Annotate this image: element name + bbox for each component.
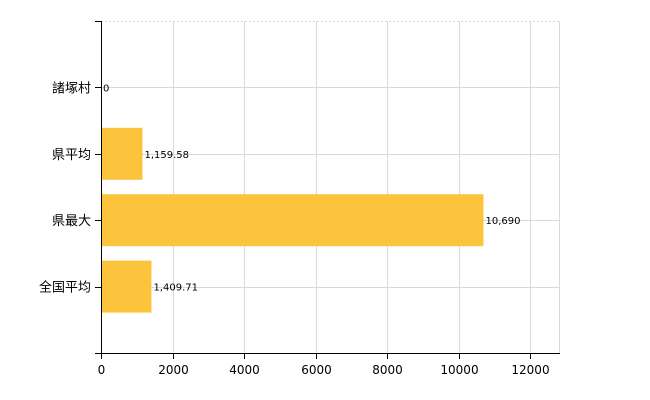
x-tick-label-10000: 10000: [440, 363, 478, 377]
bar-1: [102, 127, 143, 180]
bar-3: [102, 260, 152, 313]
x-tick-label-2000: 2000: [158, 363, 189, 377]
labels: 0 諸塚村 1,159.58 県平均 10,690 県最大 1,409.71 全国平均 0 200…: [39, 80, 550, 377]
category-label-3: 全国平均: [39, 280, 91, 296]
x-tick-label-6000: 6000: [301, 363, 332, 377]
category-label-2: 県最大: [52, 214, 91, 229]
bars: [102, 127, 484, 313]
x-tick-label-0: 0: [98, 363, 106, 377]
axes: [95, 21, 560, 359]
x-tick-label-4000: 4000: [229, 363, 260, 377]
data-label-1: 1,159.58: [144, 150, 189, 161]
x-tick-label-12000: 12000: [511, 363, 549, 377]
category-label-1: 県平均: [52, 148, 91, 163]
data-label-3: 1,409.71: [153, 283, 198, 294]
grid-lines: [101, 21, 560, 353]
bar-2: [102, 194, 484, 247]
category-label-0: 諸塚村: [52, 80, 91, 96]
x-tick-label-8000: 8000: [372, 363, 403, 377]
data-label-2: 10,690: [486, 216, 521, 227]
data-label-0: 0: [103, 83, 109, 94]
